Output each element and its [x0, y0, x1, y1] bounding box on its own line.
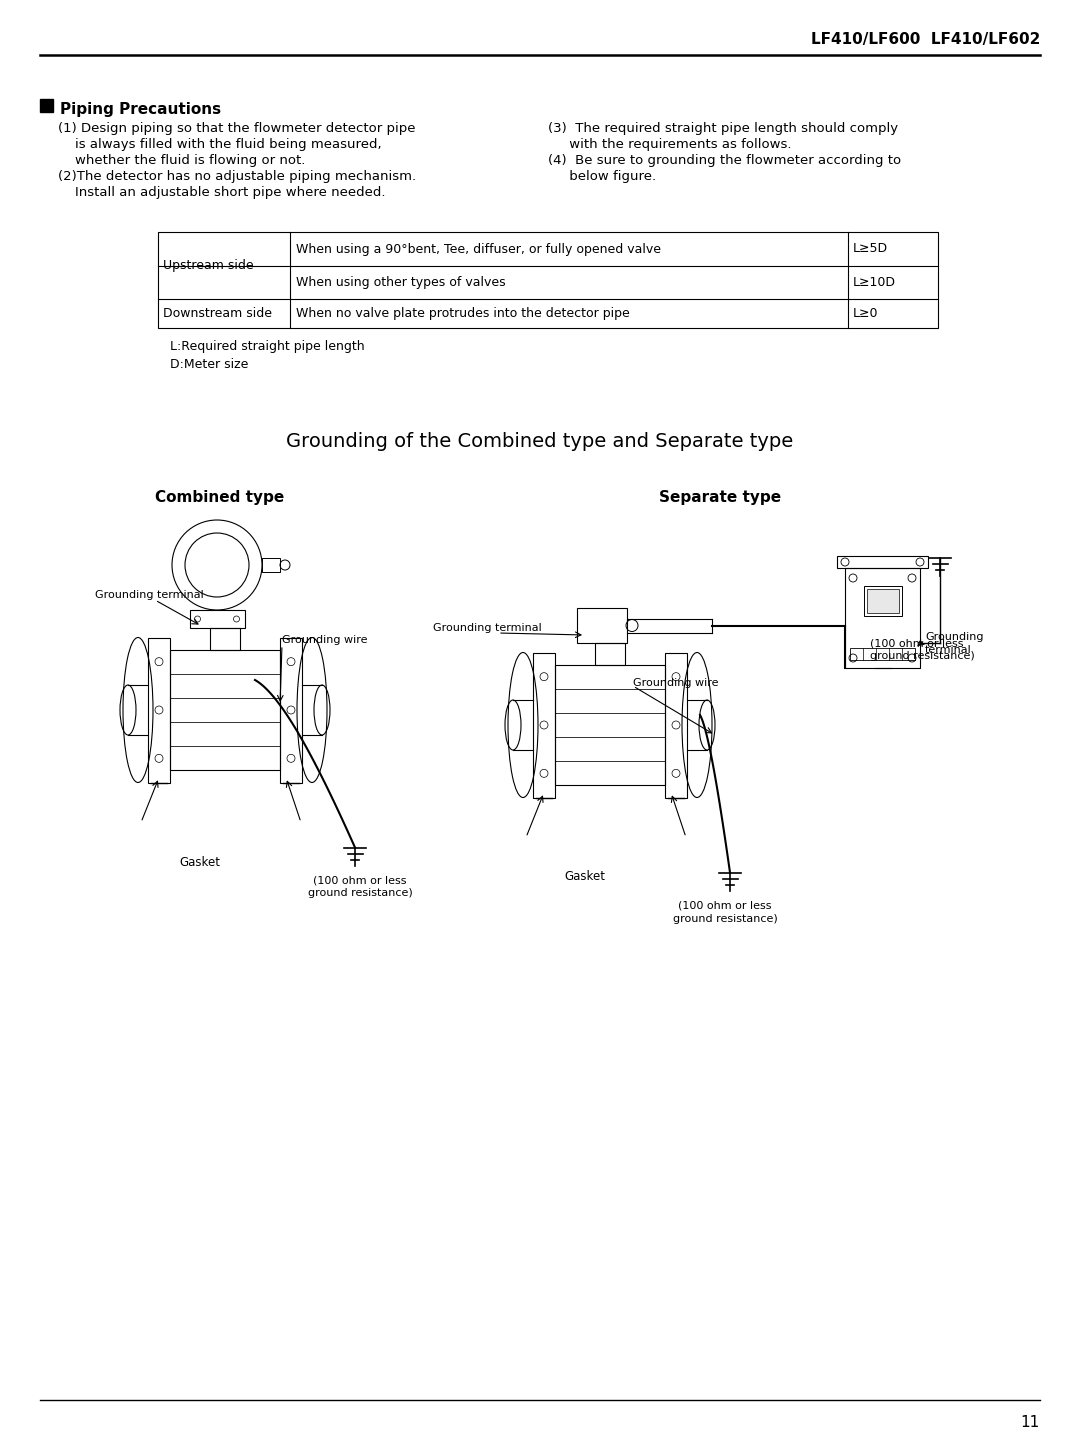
Bar [595, 643, 625, 664]
Bar [845, 568, 920, 669]
Text: (1) Design piping so that the flowmeter detector pipe: (1) Design piping so that the flowmeter … [58, 122, 416, 135]
Text: Install an adjustable short pipe where needed.: Install an adjustable short pipe where n… [58, 187, 386, 199]
Text: Gasket: Gasket [179, 855, 220, 868]
Bar [280, 637, 302, 782]
Text: (100 ohm or less: (100 ohm or less [313, 875, 407, 885]
Text: whether the fluid is flowing or not.: whether the fluid is flowing or not. [58, 154, 306, 166]
Bar [665, 653, 687, 798]
Text: L≥0: L≥0 [853, 307, 878, 320]
Bar [837, 555, 928, 568]
Text: ground resistance): ground resistance) [308, 888, 413, 898]
Text: When using other types of valves: When using other types of valves [296, 276, 505, 288]
Bar [170, 650, 280, 771]
Text: When using a 90°bent, Tee, diffuser, or fully opened valve: When using a 90°bent, Tee, diffuser, or … [296, 243, 661, 255]
Text: Combined type: Combined type [156, 489, 285, 505]
Text: Piping Precautions: Piping Precautions [60, 102, 221, 118]
Text: (100 ohm or less: (100 ohm or less [870, 639, 963, 649]
Text: L:Required straight pipe length: L:Required straight pipe length [170, 340, 365, 353]
Text: ground resistance): ground resistance) [673, 914, 778, 924]
Bar [262, 558, 280, 573]
Text: terminal: terminal [924, 644, 972, 654]
Text: is always filled with the fluid being measured,: is always filled with the fluid being me… [58, 138, 381, 151]
Bar [866, 588, 899, 613]
Text: Grounding: Grounding [924, 631, 984, 641]
Bar [148, 637, 170, 782]
Bar [158, 232, 939, 329]
Text: When no valve plate protrudes into the detector pipe: When no valve plate protrudes into the d… [296, 307, 630, 320]
Text: below figure.: below figure. [548, 169, 657, 184]
Bar [577, 608, 627, 643]
Text: D:Meter size: D:Meter size [170, 357, 248, 372]
Text: with the requirements as follows.: with the requirements as follows. [548, 138, 792, 151]
Text: LF410/LF600  LF410/LF602: LF410/LF600 LF410/LF602 [811, 32, 1040, 47]
Text: (3)  The required straight pipe length should comply: (3) The required straight pipe length sh… [548, 122, 899, 135]
Bar [555, 664, 665, 785]
Text: Grounding wire: Grounding wire [282, 636, 367, 644]
Text: (2)The detector has no adjustable piping mechanism.: (2)The detector has no adjustable piping… [58, 169, 416, 184]
Bar [534, 653, 555, 798]
Bar [210, 629, 240, 650]
Text: Upstream side: Upstream side [163, 258, 254, 273]
Bar [864, 585, 902, 616]
Bar [40, 99, 53, 112]
Bar [189, 610, 244, 629]
Text: ground resistance): ground resistance) [870, 651, 975, 662]
Text: L≥5D: L≥5D [853, 243, 888, 255]
Text: Grounding wire: Grounding wire [633, 677, 718, 687]
Text: (100 ohm or less: (100 ohm or less [678, 901, 772, 910]
Bar [850, 649, 915, 660]
Text: (4)  Be sure to grounding the flowmeter according to: (4) Be sure to grounding the flowmeter a… [548, 154, 901, 166]
Text: Gasket: Gasket [565, 871, 606, 884]
Text: Separate type: Separate type [659, 489, 781, 505]
Text: Grounding terminal: Grounding terminal [433, 623, 542, 633]
Text: L≥10D: L≥10D [853, 276, 896, 288]
Text: 11: 11 [1021, 1415, 1040, 1431]
Text: Downstream side: Downstream side [163, 307, 272, 320]
Text: Grounding of the Combined type and Separate type: Grounding of the Combined type and Separ… [286, 432, 794, 451]
Text: Grounding terminal: Grounding terminal [95, 590, 204, 600]
